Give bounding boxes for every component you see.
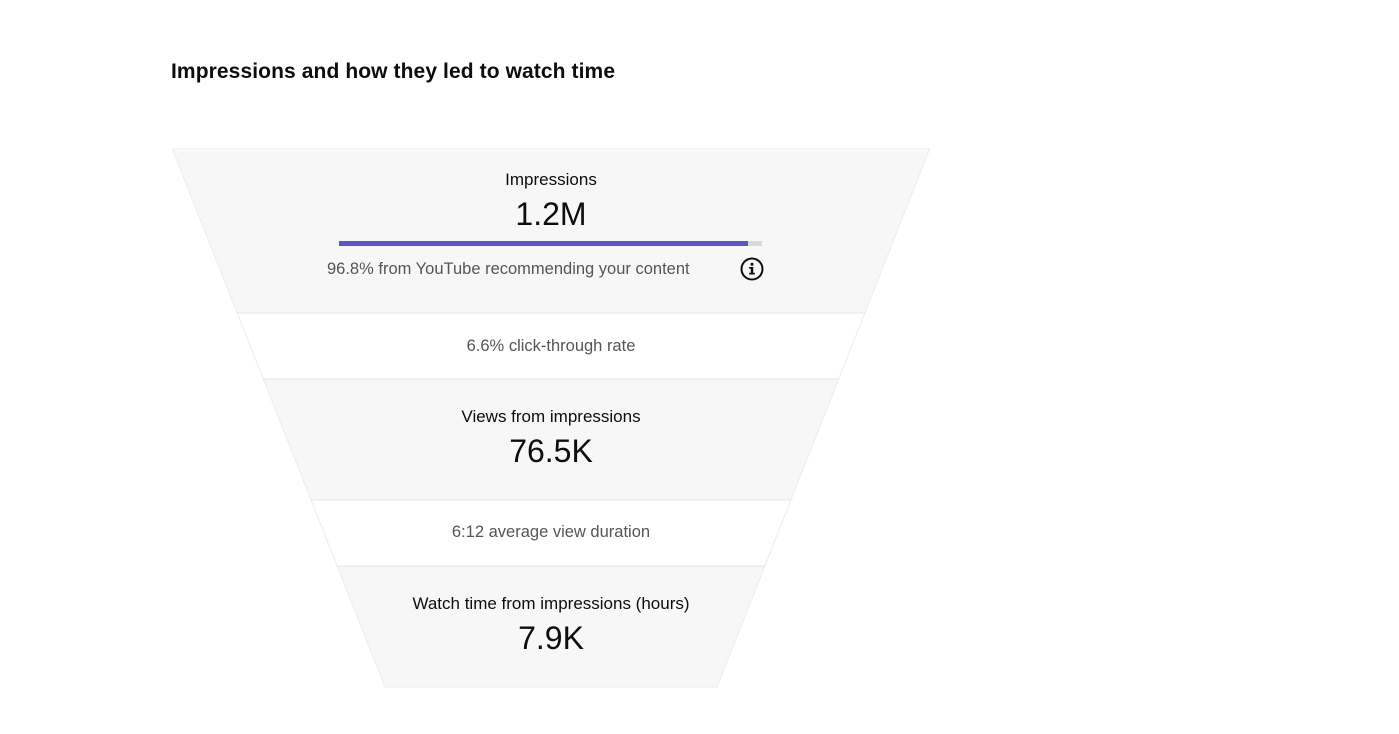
funnel-ratio-avd-bg	[311, 500, 791, 566]
impressions-value: 1.2M	[515, 196, 587, 232]
watchtime-value: 7.9K	[518, 620, 584, 656]
views-label: Views from impressions	[461, 407, 641, 426]
watchtime-label: Watch time from impressions (hours)	[412, 594, 690, 613]
recommended-share-bar	[339, 241, 762, 246]
funnel-stage-views-bg	[263, 379, 839, 500]
funnel-ratio-avd: 6:12 average view duration	[172, 522, 930, 542]
funnel-ratio-ctr-bg	[237, 313, 865, 379]
funnel-ratio-ctr: 6.6% click-through rate	[172, 336, 930, 356]
funnel-outline	[172, 148, 930, 688]
funnel-stage-watchtime-bg	[337, 566, 765, 687]
ctr-text: 6.6% click-through rate	[466, 337, 636, 355]
card-title: Impressions and how they led to watch ti…	[171, 60, 616, 83]
avd-text: 6:12 average view duration	[451, 523, 651, 541]
info-icon[interactable]	[739, 256, 765, 282]
funnel-stage-impressions: Impressions 1.2M	[172, 170, 930, 232]
funnel-stage-views: Views from impressions 76.5K	[172, 407, 930, 469]
impressions-funnel: Impressions 1.2M 96.8% from YouTube reco…	[172, 148, 930, 688]
funnel-stage-watchtime: Watch time from impressions (hours) 7.9K	[172, 594, 930, 656]
impressions-label: Impressions	[505, 170, 597, 189]
recommended-share-bar-fill	[339, 241, 749, 246]
funnel-stage-impressions-bg	[172, 148, 930, 313]
funnel-shape	[172, 148, 930, 688]
views-value: 76.5K	[509, 433, 593, 469]
impressions-source-text: 96.8% from YouTube recommending your con…	[327, 260, 690, 278]
